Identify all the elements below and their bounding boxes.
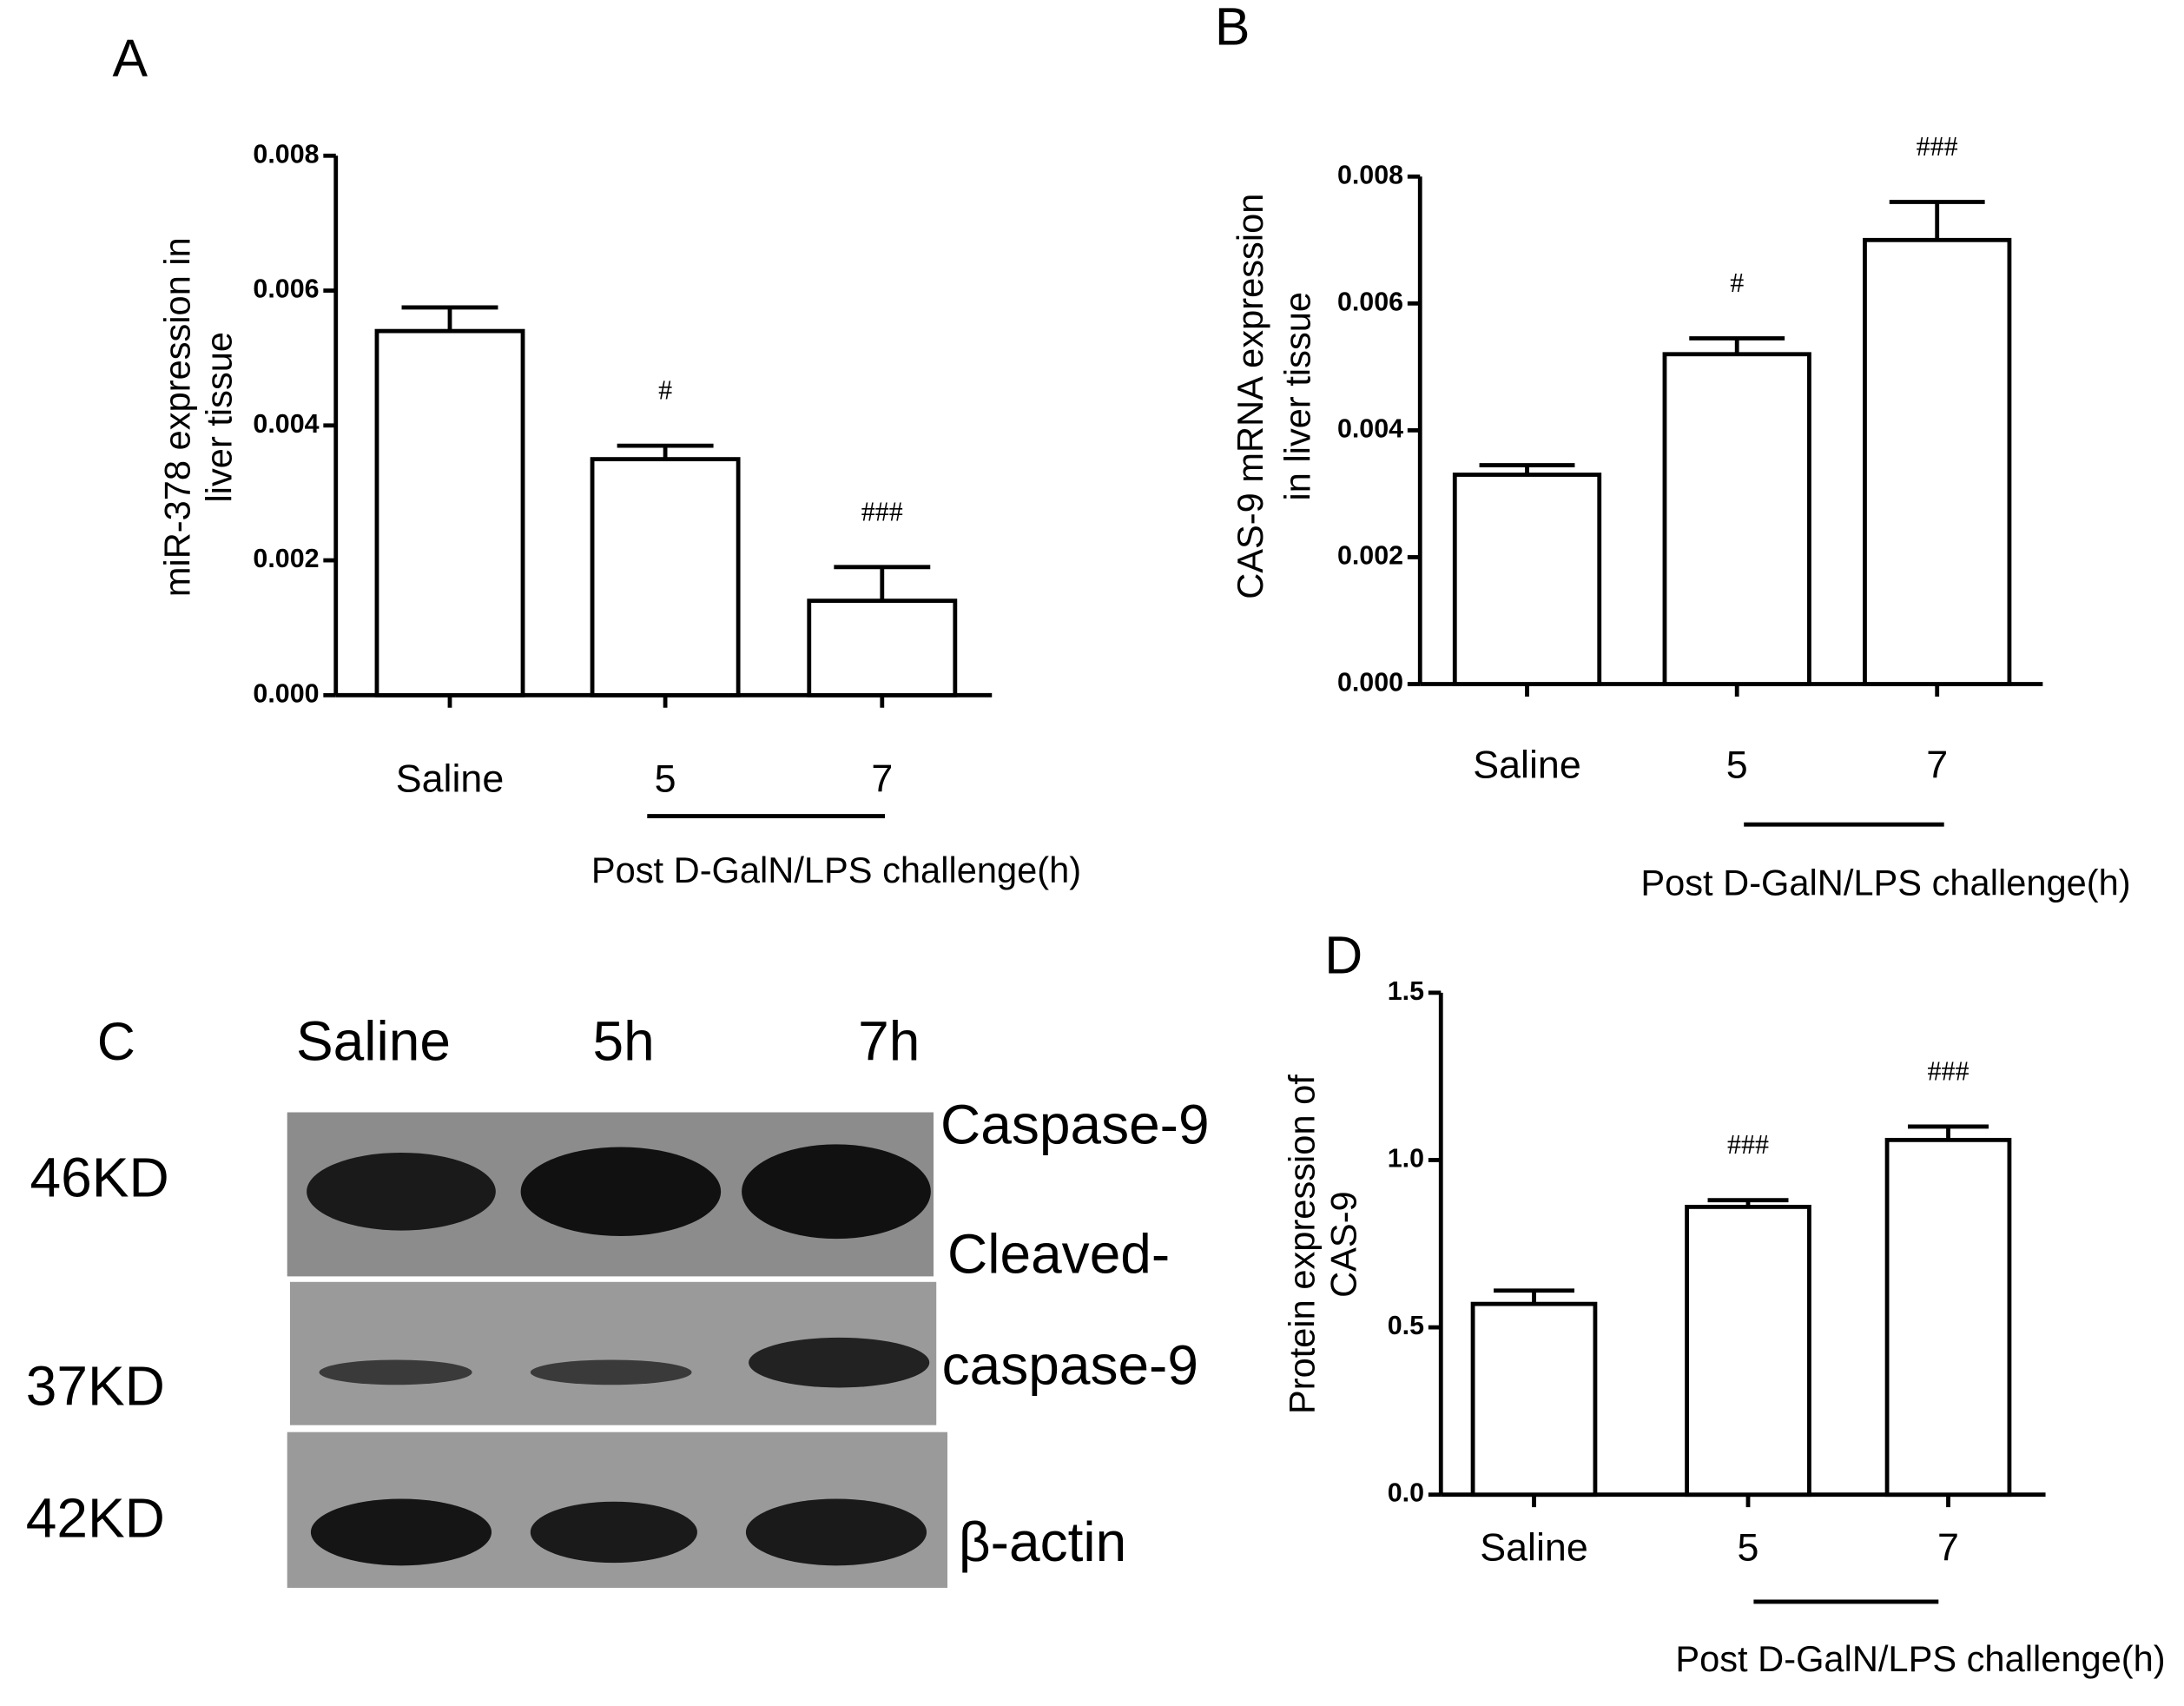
y-tick-label: 0.004 (253, 409, 319, 439)
y-tick-label: 0.006 (253, 274, 319, 304)
band (307, 1152, 496, 1231)
y-axis-label: in liver tissue (1277, 292, 1318, 501)
band-label: caspase-9 (942, 1334, 1198, 1397)
lane-label: 7h (858, 1010, 920, 1073)
x-tick-label: 7 (1926, 743, 1948, 786)
y-tick-label: 1.0 (1388, 1144, 1424, 1174)
y-axis-label: CAS-9 (1323, 1191, 1363, 1298)
band-label: Caspase-9 (940, 1094, 1210, 1156)
significance: ### (1928, 1055, 1970, 1086)
band (530, 1359, 692, 1385)
y-axis-label: liver tissue (198, 332, 239, 503)
panel-letter: A (113, 29, 148, 88)
x-axis-label: Post D-GalN/LPS challenge(h) (1675, 1638, 2165, 1679)
y-tick-label: 0.000 (253, 678, 319, 708)
size-marker: 46KD (30, 1146, 169, 1208)
significance: # (658, 374, 672, 406)
bar (1452, 473, 1602, 686)
x-tick-label: 7 (871, 757, 893, 800)
bar (590, 457, 741, 698)
y-tick-label: 0.000 (1337, 668, 1403, 698)
x-tick-label: 7 (1937, 1526, 1959, 1570)
y-axis-label: CAS-9 mRNA expression (1230, 194, 1270, 599)
x-tick-label: Saline (1480, 1526, 1588, 1570)
bar (374, 328, 525, 698)
band (742, 1144, 931, 1240)
significance: ### (1917, 130, 1958, 162)
band-label: β-actin (959, 1511, 1126, 1573)
band (319, 1359, 472, 1385)
bar (1884, 1137, 2012, 1498)
band (749, 1337, 930, 1388)
y-tick-label: 0.002 (1337, 540, 1403, 570)
bar (1662, 352, 1811, 686)
y-tick-label: 0.0 (1388, 1478, 1424, 1508)
x-tick-label: 5 (1738, 1526, 1759, 1570)
bar (1685, 1205, 1811, 1498)
y-tick-label: 0.008 (253, 139, 319, 169)
bar (1470, 1301, 1598, 1498)
panel-letter: C (97, 1012, 135, 1071)
y-tick-label: 0.008 (1337, 160, 1403, 189)
band-label: Cleaved- (947, 1222, 1170, 1285)
x-tick-label: Saline (396, 757, 505, 800)
y-tick-label: 1.5 (1388, 976, 1424, 1006)
bar (807, 598, 958, 698)
significance: ### (1727, 1128, 1769, 1160)
y-tick-label: 0.5 (1388, 1311, 1424, 1340)
y-tick-label: 0.006 (1337, 287, 1403, 316)
band (530, 1501, 697, 1564)
x-tick-label: 5 (1726, 743, 1748, 786)
y-tick-label: 0.004 (1337, 413, 1403, 443)
significance: ### (861, 495, 903, 526)
panel-letter: D (1324, 926, 1363, 985)
size-marker: 37KD (26, 1355, 165, 1418)
y-tick-label: 0.002 (253, 544, 319, 573)
x-axis-label: Post D-GalN/LPS challenge(h) (591, 850, 1081, 890)
band (310, 1498, 492, 1566)
x-axis-label: Post D-GalN/LPS challenge(h) (1640, 863, 2130, 903)
band (745, 1498, 927, 1566)
y-axis-label: miR-378 expression in (156, 237, 197, 597)
size-marker: 42KD (26, 1487, 165, 1550)
panel-letter: B (1215, 0, 1250, 56)
band (520, 1147, 722, 1236)
western-blot: C Saline 5h 7h 46KD 37KD 42KD Caspase-9 … (26, 1010, 1210, 1588)
bar (1863, 237, 2012, 686)
significance: # (1730, 267, 1744, 298)
y-axis-label: Protein expression of (1281, 1075, 1322, 1414)
lane-label: Saline (296, 1010, 451, 1073)
lane-label: 5h (592, 1010, 654, 1073)
x-tick-label: Saline (1473, 743, 1581, 786)
x-tick-label: 5 (655, 757, 676, 800)
